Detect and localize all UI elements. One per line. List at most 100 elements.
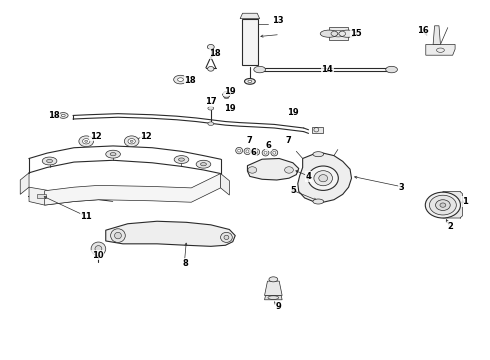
Ellipse shape	[238, 149, 241, 152]
Polygon shape	[433, 26, 441, 44]
Text: 17: 17	[205, 97, 217, 106]
Ellipse shape	[273, 151, 276, 154]
Ellipse shape	[174, 156, 189, 163]
Ellipse shape	[248, 167, 257, 173]
Polygon shape	[426, 44, 455, 55]
Ellipse shape	[264, 151, 267, 154]
Ellipse shape	[110, 153, 116, 156]
Text: 1: 1	[462, 197, 468, 206]
Ellipse shape	[115, 232, 122, 239]
Text: 13: 13	[272, 16, 284, 25]
Polygon shape	[443, 192, 463, 218]
Polygon shape	[20, 173, 29, 194]
Text: 5: 5	[290, 186, 296, 195]
Ellipse shape	[42, 157, 57, 165]
Ellipse shape	[254, 66, 266, 73]
Text: 8: 8	[182, 259, 188, 268]
Ellipse shape	[128, 139, 135, 144]
Ellipse shape	[269, 277, 278, 282]
Ellipse shape	[440, 203, 446, 207]
Ellipse shape	[339, 30, 356, 37]
Ellipse shape	[386, 66, 397, 73]
Polygon shape	[45, 174, 220, 205]
Ellipse shape	[82, 139, 90, 144]
Ellipse shape	[91, 242, 106, 256]
Ellipse shape	[220, 232, 232, 242]
Ellipse shape	[314, 171, 332, 186]
Text: 18: 18	[184, 76, 196, 85]
Ellipse shape	[95, 246, 102, 252]
Polygon shape	[37, 194, 46, 198]
Polygon shape	[220, 174, 229, 195]
Polygon shape	[313, 127, 323, 133]
Text: 14: 14	[321, 65, 333, 74]
Polygon shape	[106, 221, 235, 246]
Text: 10: 10	[92, 251, 103, 260]
Text: 16: 16	[417, 26, 429, 35]
Polygon shape	[329, 27, 347, 40]
Polygon shape	[265, 296, 282, 300]
Polygon shape	[242, 19, 258, 65]
Text: 12: 12	[141, 132, 152, 141]
Text: 7: 7	[285, 136, 291, 145]
Ellipse shape	[111, 229, 125, 242]
Ellipse shape	[178, 158, 184, 161]
Ellipse shape	[85, 140, 88, 142]
Text: 3: 3	[398, 183, 404, 192]
Ellipse shape	[61, 114, 65, 117]
Ellipse shape	[224, 235, 229, 239]
Text: 6: 6	[266, 141, 271, 150]
Text: 7: 7	[246, 136, 252, 145]
Text: 11: 11	[80, 212, 92, 221]
Ellipse shape	[130, 140, 133, 142]
Ellipse shape	[425, 192, 461, 218]
Ellipse shape	[244, 148, 251, 154]
Ellipse shape	[208, 122, 214, 126]
Text: 18: 18	[209, 49, 221, 58]
Ellipse shape	[106, 150, 121, 158]
Text: 19: 19	[223, 104, 235, 113]
Ellipse shape	[58, 113, 68, 118]
Polygon shape	[247, 158, 299, 180]
Text: 15: 15	[350, 29, 362, 38]
Ellipse shape	[248, 80, 252, 82]
Text: 6: 6	[251, 148, 257, 157]
Ellipse shape	[271, 149, 278, 156]
Ellipse shape	[285, 167, 294, 173]
Ellipse shape	[124, 136, 139, 147]
Ellipse shape	[320, 30, 338, 37]
Ellipse shape	[173, 75, 187, 84]
Text: 2: 2	[447, 222, 453, 231]
Ellipse shape	[313, 199, 324, 204]
Text: 9: 9	[275, 302, 281, 311]
Polygon shape	[298, 153, 351, 202]
Ellipse shape	[207, 44, 214, 49]
Ellipse shape	[196, 160, 211, 168]
Ellipse shape	[308, 166, 338, 190]
Text: 12: 12	[90, 132, 102, 141]
Ellipse shape	[319, 175, 328, 182]
Ellipse shape	[245, 78, 255, 84]
Ellipse shape	[253, 149, 260, 155]
Ellipse shape	[436, 200, 450, 211]
Ellipse shape	[79, 136, 94, 147]
Ellipse shape	[429, 195, 456, 215]
Polygon shape	[29, 187, 113, 205]
Ellipse shape	[262, 149, 269, 156]
Ellipse shape	[313, 152, 324, 157]
Ellipse shape	[208, 107, 214, 110]
Ellipse shape	[255, 150, 258, 153]
Ellipse shape	[200, 163, 206, 166]
Ellipse shape	[47, 159, 52, 163]
Text: 4: 4	[306, 172, 312, 181]
Ellipse shape	[223, 91, 230, 98]
Ellipse shape	[208, 67, 214, 71]
Text: 19: 19	[223, 86, 235, 95]
Polygon shape	[240, 13, 260, 19]
Ellipse shape	[236, 147, 243, 154]
Polygon shape	[265, 281, 282, 296]
Ellipse shape	[246, 150, 249, 153]
Text: 19: 19	[287, 108, 299, 117]
Text: 18: 18	[48, 111, 59, 120]
Ellipse shape	[177, 78, 183, 81]
